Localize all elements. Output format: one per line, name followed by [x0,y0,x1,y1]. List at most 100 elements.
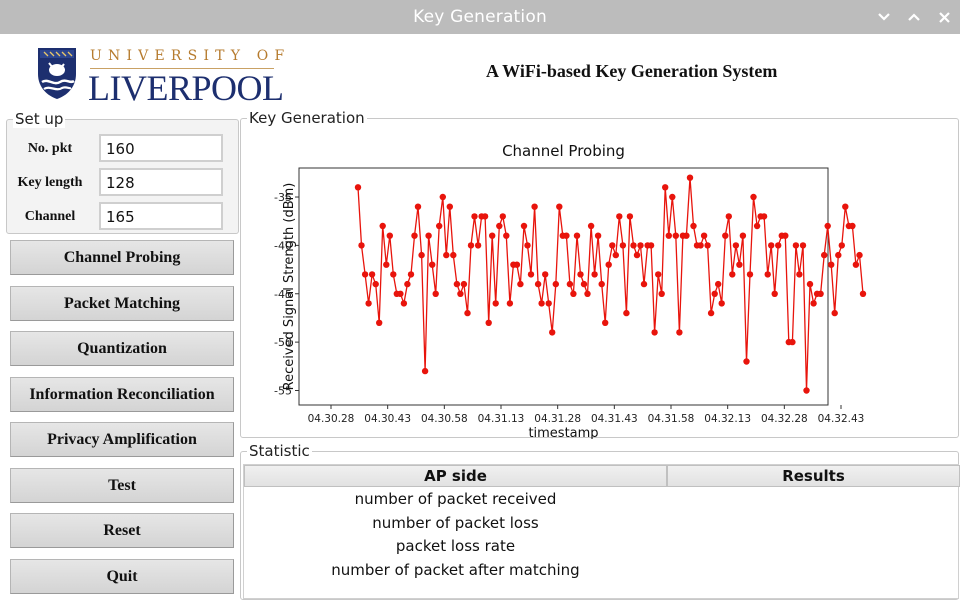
x-tick-label: 04.32.28 [761,413,808,425]
results-column-header[interactable]: Results [667,465,960,487]
data-point [534,280,542,288]
data-point [527,271,535,278]
data-point [414,203,422,210]
data-point [499,213,506,220]
data-point [570,290,577,297]
data-point [824,222,831,230]
setup-group-title: Set up [13,110,66,128]
data-point [789,338,796,346]
data-point [849,222,856,230]
close-button[interactable] [936,9,952,25]
no-pkt-input[interactable]: 160 [99,134,223,162]
reset-button[interactable]: Reset [10,513,234,548]
ap-side-column-header[interactable]: AP side [244,465,667,487]
data-point [552,280,559,288]
data-point [637,242,644,249]
logo-divider [90,68,274,69]
data-point [707,309,715,317]
x-tick-label: 04.31.58 [648,413,695,425]
table-row: number of packet loss [372,514,539,532]
data-point [584,290,591,297]
data-point [446,203,453,210]
data-point [411,232,418,239]
x-tick-label: 04.32.13 [704,413,751,425]
data-point [711,290,718,297]
data-point [372,280,379,288]
data-point [655,271,662,278]
data-point [397,290,404,297]
data-point [683,232,690,239]
y-tick-label: -55 [274,384,292,397]
data-point [753,222,761,230]
test-button[interactable]: Test [10,468,234,503]
minimize-button[interactable] [876,9,892,25]
data-point [485,319,492,326]
information-reconciliation-button[interactable]: Information Reconciliation [10,377,234,412]
key-length-input[interactable]: 128 [99,168,223,196]
data-point [594,232,602,239]
data-point [672,232,679,239]
app-title: A WiFi-based Key Generation System [486,61,778,81]
data-point [443,251,450,259]
logo-text-top: UNIVERSITY OF [90,48,291,64]
data-point [492,300,499,307]
y-tick-label: -50 [274,336,292,349]
data-point [457,290,464,297]
data-point [538,300,545,307]
data-point [612,251,619,259]
data-point [549,329,556,336]
data-point [390,271,397,278]
x-tick-label: 04.31.43 [591,413,638,425]
data-point [361,271,369,278]
data-point [404,280,411,288]
data-point [640,280,648,288]
x-tick-label: 04.31.28 [534,413,581,425]
data-point [450,251,457,259]
chevron-down-icon [878,13,890,21]
channel-probing-button[interactable]: Channel Probing [10,240,234,275]
data-point [460,280,468,288]
packet-matching-button[interactable]: Packet Matching [10,286,234,321]
data-point [429,261,436,268]
key-length-label: Key length [17,175,83,190]
data-point [464,309,471,317]
channel-probing-chart: Channel Probing -35 -40 -45 -50 -55 04.30.28 04… [274,142,867,439]
data-point [647,242,655,249]
quit-button[interactable]: Quit [10,559,234,594]
data-point [760,213,768,220]
data-point [563,232,570,239]
maximize-button[interactable] [906,9,922,25]
data-point [806,280,814,288]
data-point [474,242,482,249]
data-point [856,251,863,259]
x-tick-label: 04.30.43 [364,413,411,425]
data-point [743,358,750,365]
close-icon [938,11,950,23]
privacy-amplification-button[interactable]: Privacy Amplification [10,422,234,457]
chart-title: Channel Probing [502,142,625,160]
data-point [676,329,683,336]
table-row: number of packet after matching [331,561,580,579]
data-point [750,193,757,201]
window-title: Key Generation [413,7,547,27]
quantization-button[interactable]: Quantization [10,331,234,366]
data-point [633,251,641,259]
data-point [619,242,627,249]
data-point [418,251,425,259]
data-point [436,222,443,230]
logo-text-main: LIVERPOOL [88,68,284,108]
setup-row-no-pkt: No. pkt 160 [7,134,240,166]
data-point [467,242,475,249]
data-point [503,232,510,239]
data-point [453,280,461,288]
data-point [517,280,524,288]
data-point [542,271,549,278]
channel-input[interactable]: 165 [99,202,223,230]
main-content: UNIVERSITY OF LIVERPOOL A WiFi-based Key… [0,34,960,600]
data-point [700,232,708,239]
data-point [471,213,478,220]
data-point [831,309,838,317]
data-point [400,300,408,307]
data-point [358,242,365,249]
data-point [859,290,867,297]
